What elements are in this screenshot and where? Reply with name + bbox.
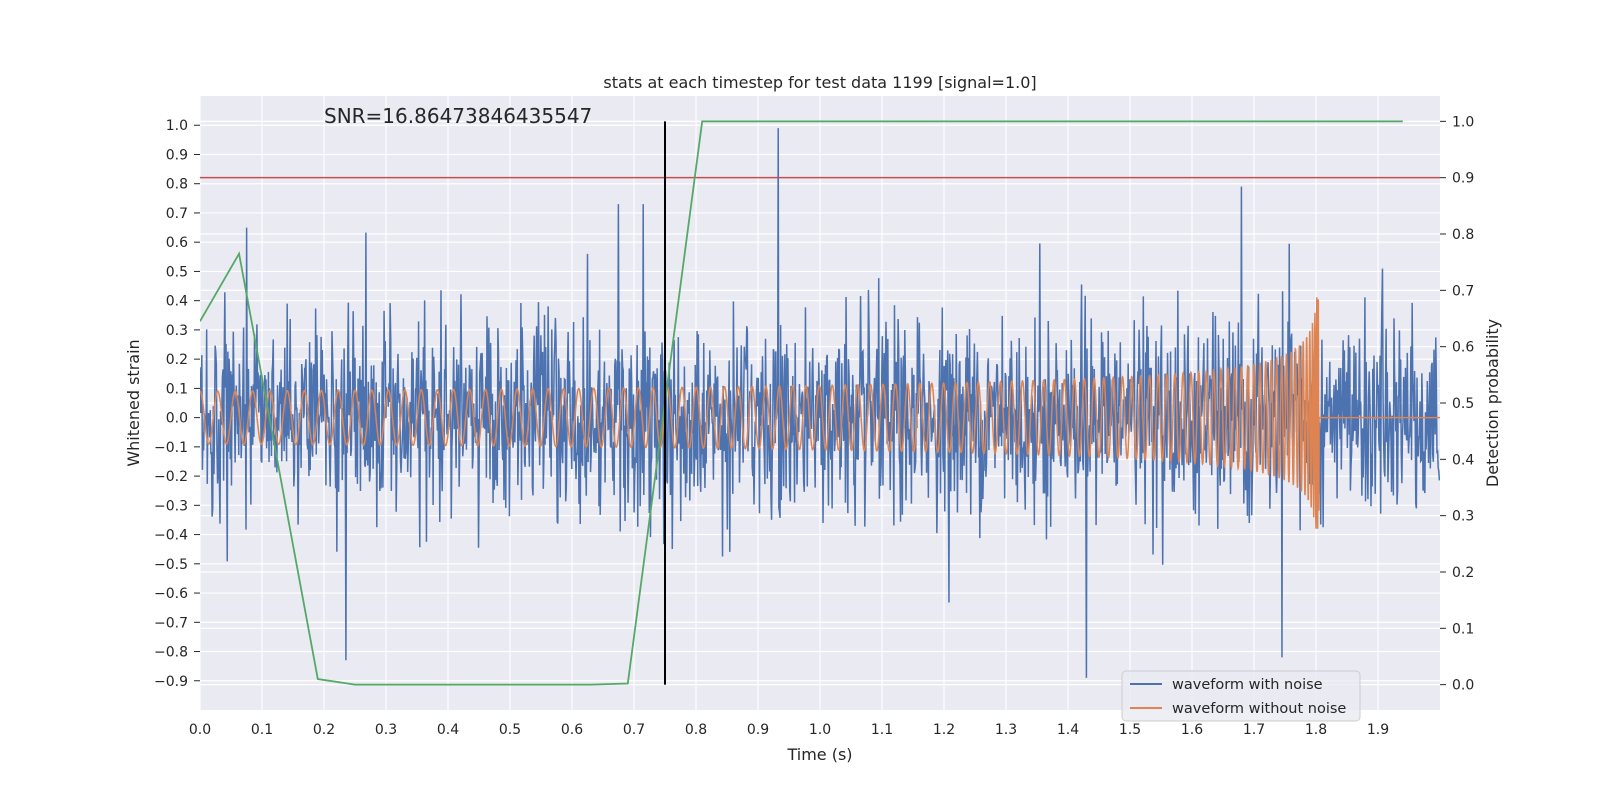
right-y-axis-label: Detection probability [1483,319,1502,487]
y-tick-label: 1.0 [166,118,188,134]
right-y-tick-label: 0.8 [1452,227,1474,243]
y-tick-label: 0.0 [166,411,188,427]
y-tick-label: 0.6 [166,235,188,251]
legend: waveform with noise waveform without noi… [1121,670,1361,722]
right-y-tick-label: 0.2 [1452,565,1474,581]
y-tick-label: 0.7 [166,206,188,222]
x-tick-label: 0.4 [437,722,459,738]
right-y-tick-label: 0.9 [1452,171,1474,187]
series-waveform-without-noise [200,297,1440,529]
y-tick-labels: 1.0 0.9 0.8 0.7 0.6 0.5 0.4 0.3 0.2 0.1 0.0 −0.1 −0.… [154,118,200,690]
x-tick-label: 0.7 [623,722,645,738]
legend-label-noise: waveform with noise [1172,677,1323,693]
x-tick-label: 1.3 [995,722,1017,738]
y-tick-label: −0.7 [154,615,188,631]
x-axis-label: Time (s) [786,745,852,764]
x-tick-label: 0.3 [375,722,397,738]
right-y-tick-label: 0.7 [1452,283,1474,299]
snr-annotation: SNR=16.86473846435547 [324,104,592,128]
x-tick-label: 0.5 [499,722,521,738]
y-tick-label: −0.4 [154,528,188,544]
y-tick-label: −0.5 [154,557,188,573]
x-tick-label: 1.9 [1367,722,1389,738]
right-y-tick-label: 0.3 [1452,509,1474,525]
x-tick-label: 1.1 [871,722,893,738]
right-y-tick-label: 0.1 [1452,621,1474,637]
x-tick-label: 0.6 [561,722,583,738]
x-tick-label: 1.2 [933,722,955,738]
legend-label-clean: waveform without noise [1172,701,1346,717]
y-tick-label: 0.9 [166,147,188,163]
y-tick-label: 0.1 [166,381,188,397]
y-tick-label: 0.3 [166,323,188,339]
right-y-tick-labels: 1.0 0.9 0.8 0.7 0.6 0.5 0.4 0.3 0.2 0.1 0.0 [1440,114,1474,694]
chart-title: stats at each timestep for test data 119… [603,73,1036,92]
right-y-tick-label: 0.4 [1452,452,1474,468]
right-y-tick-label: 0.0 [1452,678,1474,694]
x-tick-label: 1.7 [1243,722,1265,738]
y-tick-label: −0.3 [154,498,188,514]
legend-box [1121,670,1361,722]
series-layer [200,120,1440,686]
series-waveform-with-noise [200,128,1440,678]
x-tick-label: 0.8 [685,722,707,738]
right-y-tick-label: 0.5 [1452,396,1474,412]
y-tick-label: −0.9 [154,674,188,690]
y-tick-label: −0.6 [154,586,188,602]
y-axis-label: Whitened strain [124,339,143,466]
x-tick-labels: 0.0 0.1 0.2 0.3 0.4 0.5 0.6 0.7 0.8 0.9 1.0 1.1 1.2 1… [189,722,1389,738]
y-tick-label: 0.5 [166,264,188,280]
x-tick-label: 0.9 [747,722,769,738]
x-tick-label: 1.0 [809,722,831,738]
x-tick-label: 1.4 [1057,722,1079,738]
y-tick-label: 0.8 [166,177,188,193]
x-tick-label: 1.8 [1305,722,1327,738]
y-tick-label: −0.8 [154,645,188,661]
y-tick-label: 0.2 [166,352,188,368]
x-tick-label: 0.2 [313,722,335,738]
x-tick-label: 0.1 [251,722,273,738]
x-tick-label: 0.0 [189,722,211,738]
series-detection-probability [200,120,1403,686]
right-y-tick-label: 1.0 [1452,114,1474,130]
y-tick-label: −0.2 [154,469,188,485]
x-tick-label: 1.6 [1181,722,1203,738]
y-tick-label: 0.4 [166,294,188,310]
y-tick-label: −0.1 [154,440,188,456]
x-tick-label: 1.5 [1119,722,1141,738]
right-y-tick-label: 0.6 [1452,340,1474,356]
